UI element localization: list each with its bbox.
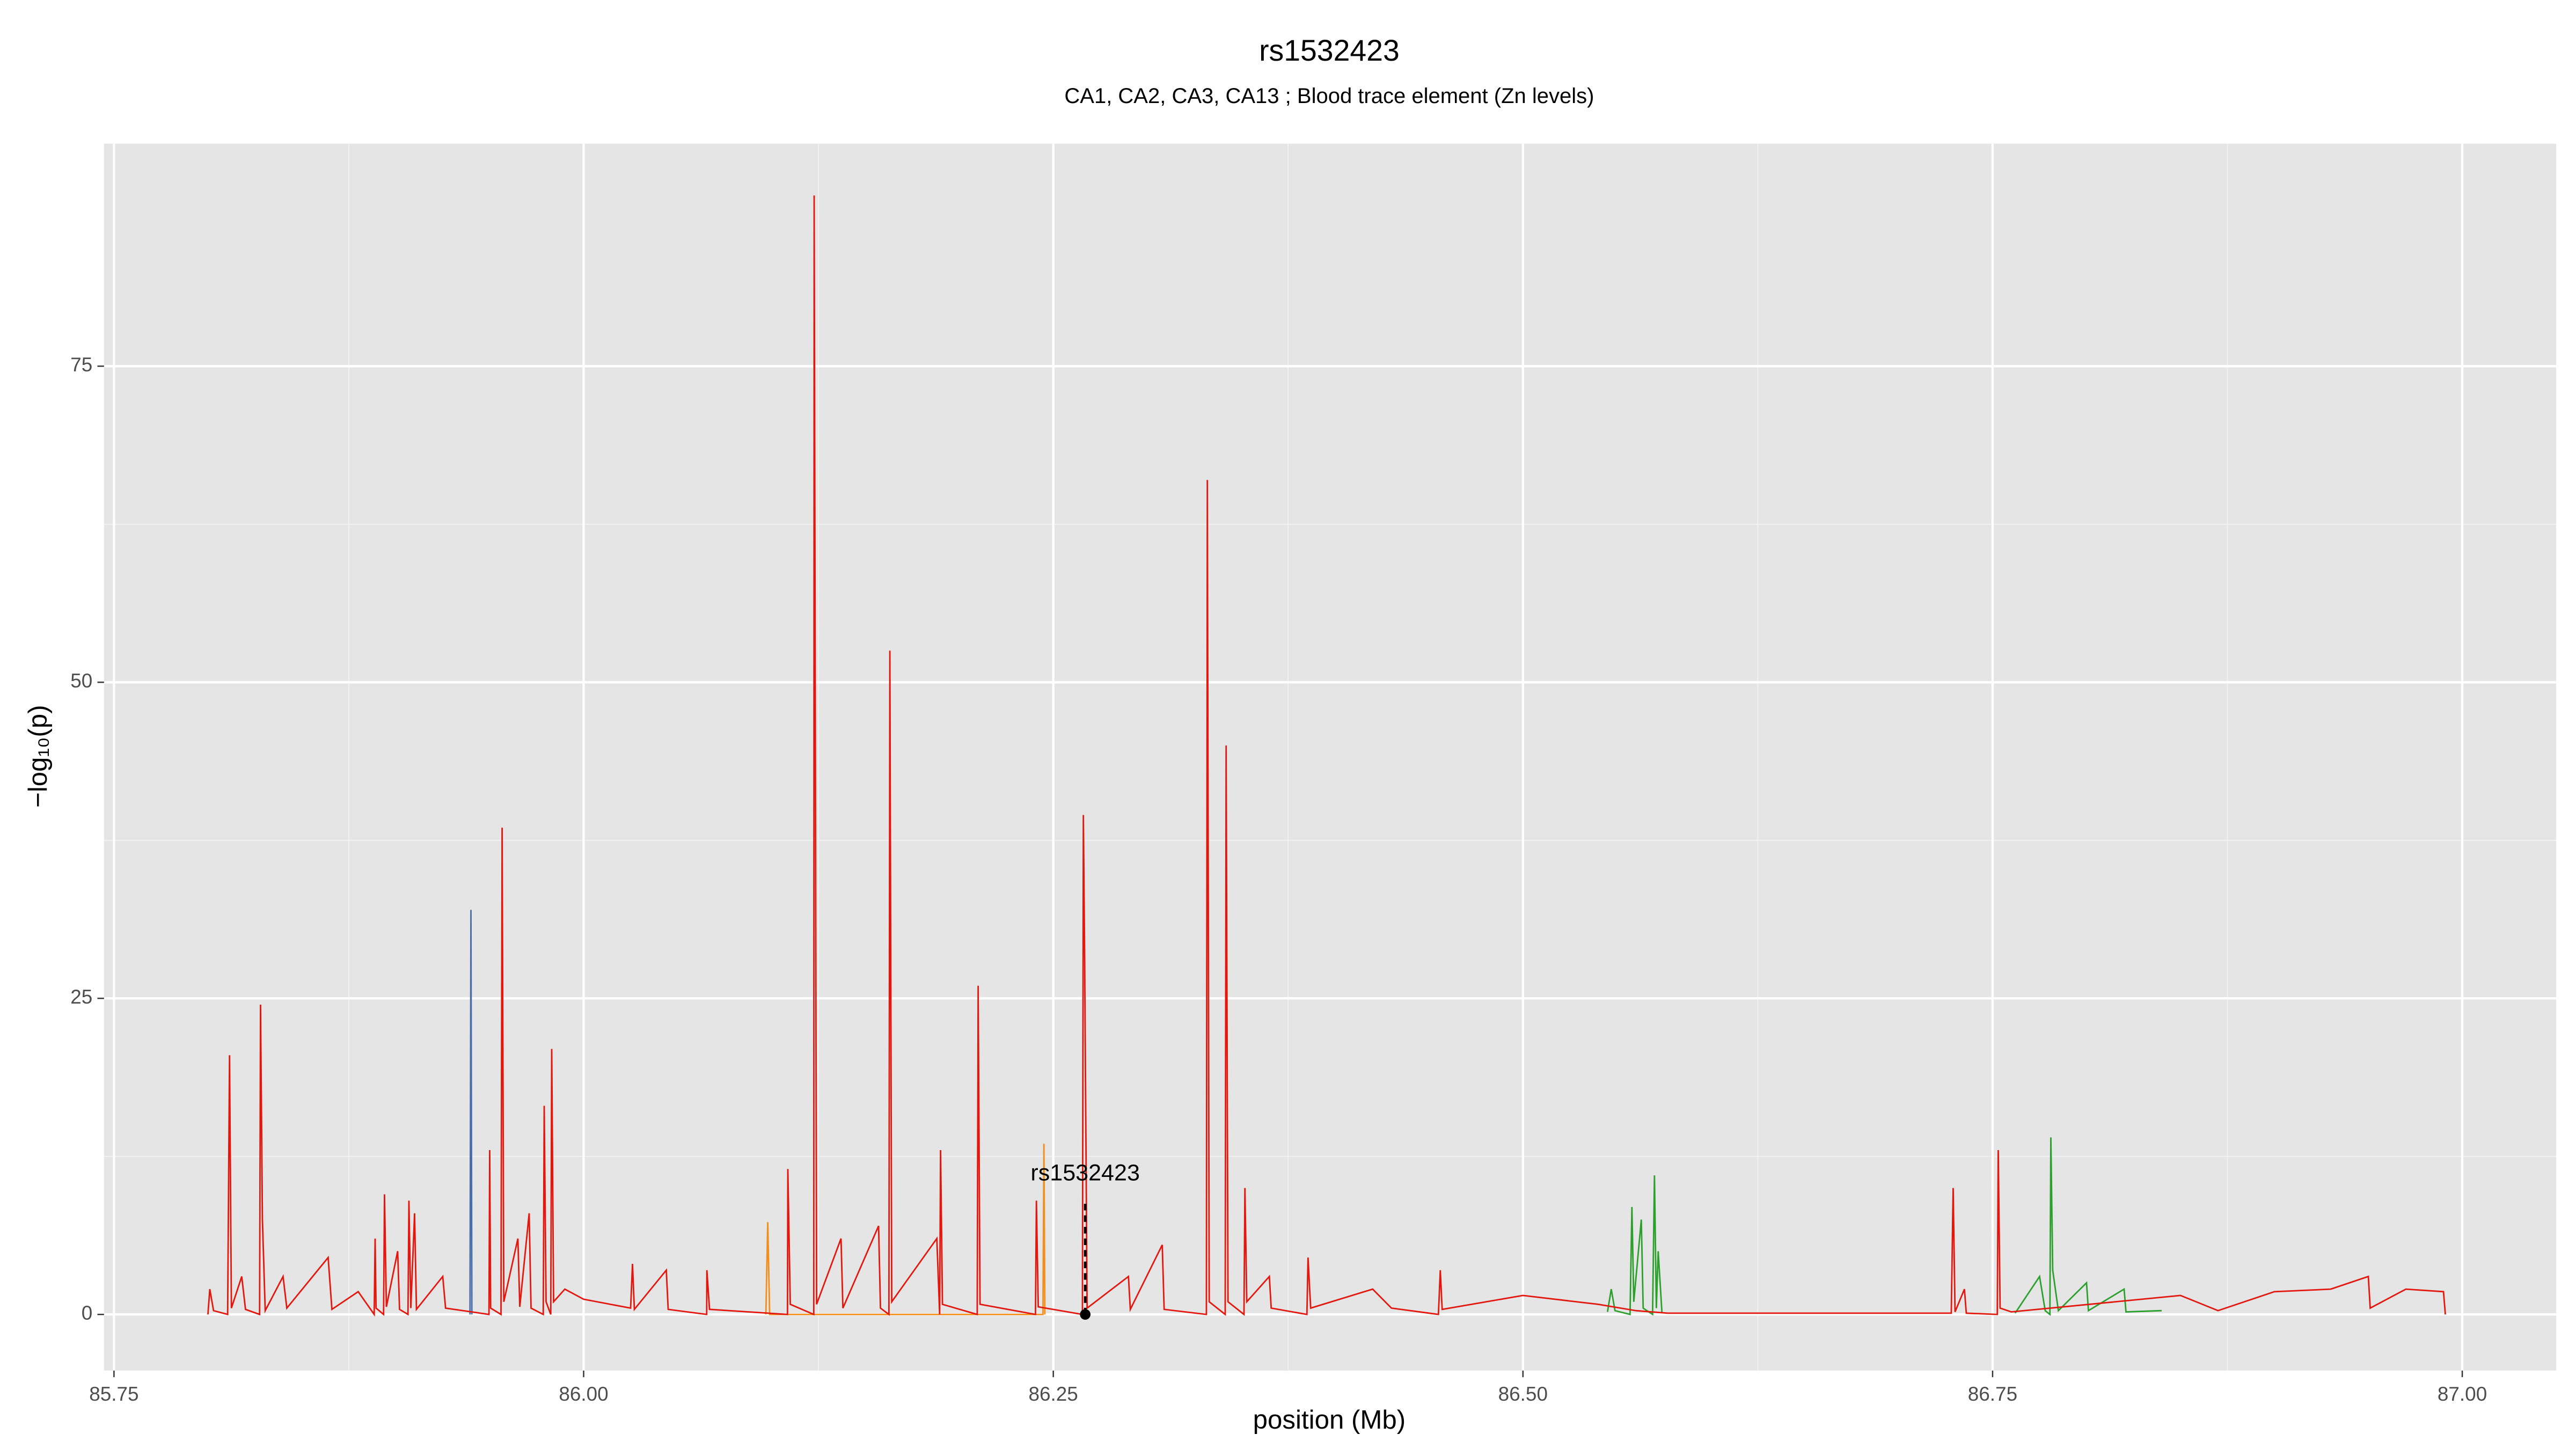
series-line bbox=[469, 910, 473, 1315]
x-tick-label: 85.75 bbox=[89, 1383, 138, 1405]
y-tick-label: 0 bbox=[82, 1302, 93, 1324]
marker-label: rs1532423 bbox=[1030, 1160, 1140, 1185]
y-tick-label: 50 bbox=[70, 670, 92, 692]
series-line bbox=[1606, 1137, 2162, 1316]
x-tick-label: 86.00 bbox=[559, 1383, 608, 1405]
y-axis-title: −log₁₀(p) bbox=[23, 705, 53, 808]
chart-title: rs1532423 bbox=[1259, 34, 1400, 67]
y-tick-label: 25 bbox=[70, 986, 92, 1008]
x-tick-label: 87.00 bbox=[2438, 1383, 2487, 1405]
x-tick-label: 86.75 bbox=[1968, 1383, 2017, 1405]
plot-panel bbox=[104, 143, 2557, 1371]
series-line bbox=[765, 1144, 1046, 1315]
x-tick-label: 86.50 bbox=[1498, 1383, 1548, 1405]
y-tick-label: 75 bbox=[70, 354, 92, 376]
chart-subtitle: CA1, CA2, CA3, CA13 ; Blood trace elemen… bbox=[1064, 84, 1594, 108]
x-axis-title: position (Mb) bbox=[1253, 1405, 1406, 1435]
x-tick-label: 86.25 bbox=[1028, 1383, 1078, 1405]
marker-point bbox=[1080, 1309, 1091, 1320]
series-line bbox=[207, 195, 2446, 1317]
